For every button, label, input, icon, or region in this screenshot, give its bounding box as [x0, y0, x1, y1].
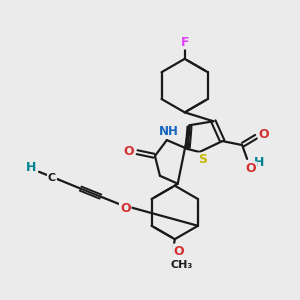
- Text: F: F: [180, 35, 189, 49]
- Text: O: O: [123, 146, 134, 158]
- Text: O: O: [246, 162, 256, 175]
- Text: H: H: [26, 161, 36, 174]
- Text: O: O: [259, 128, 269, 141]
- Text: NH: NH: [159, 125, 179, 138]
- Text: O: O: [173, 244, 184, 258]
- Text: H: H: [254, 156, 264, 170]
- Text: S: S: [198, 153, 207, 167]
- Text: CH₃: CH₃: [171, 260, 193, 270]
- Text: C: C: [48, 173, 56, 183]
- Text: O: O: [120, 202, 130, 215]
